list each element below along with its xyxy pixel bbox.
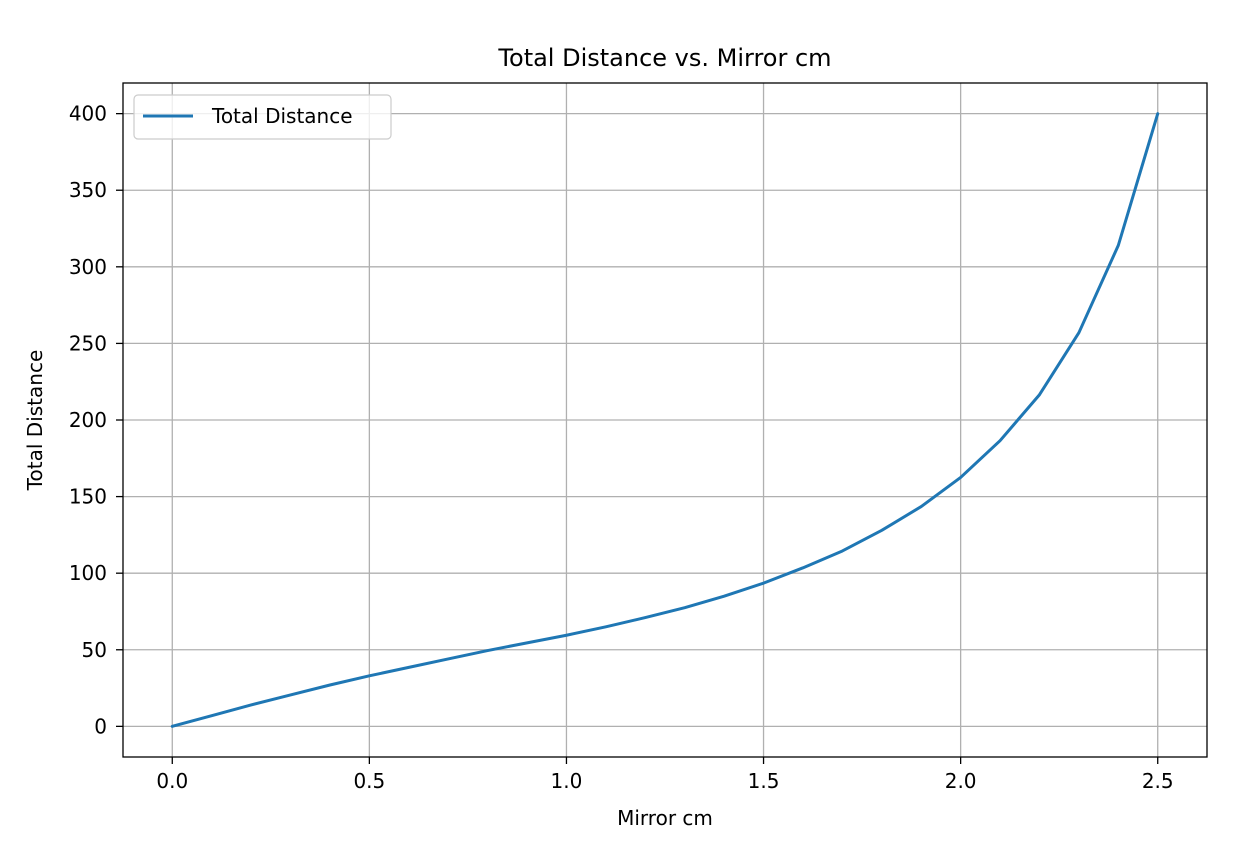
y-tick-label: 400 [69,102,107,126]
legend: Total Distance [133,94,392,140]
y-tick-label: 150 [69,485,107,509]
x-tick-label: 1.5 [748,769,780,793]
y-tick-label: 200 [69,408,107,432]
x-axis-label: Mirror cm [617,806,713,830]
x-tick-label: 1.0 [551,769,583,793]
x-tick-label: 2.0 [945,769,977,793]
y-tick-label: 350 [69,178,107,202]
y-axis-label: Total Distance [23,350,47,492]
series-line [170,112,1160,728]
y-tick-label: 0 [94,714,107,738]
x-tick-label: 0.0 [156,769,188,793]
legend-box [133,94,392,140]
series-layer [170,112,1160,728]
y-tick-label: 50 [82,638,107,662]
x-tick-label: 2.5 [1142,769,1174,793]
grid [123,83,1207,757]
ticks: 0.0 0.5 1.0 1.5 2.0 2.5 0 50 100 150 200 250 300 350 4… [69,102,1174,793]
y-tick-label: 300 [69,255,107,279]
chart-title: Total Distance vs. Mirror cm [497,44,831,72]
y-tick-label: 250 [69,331,107,355]
x-tick-label: 0.5 [353,769,385,793]
y-tick-label: 100 [69,561,107,585]
legend-label: Total Distance [211,104,353,128]
